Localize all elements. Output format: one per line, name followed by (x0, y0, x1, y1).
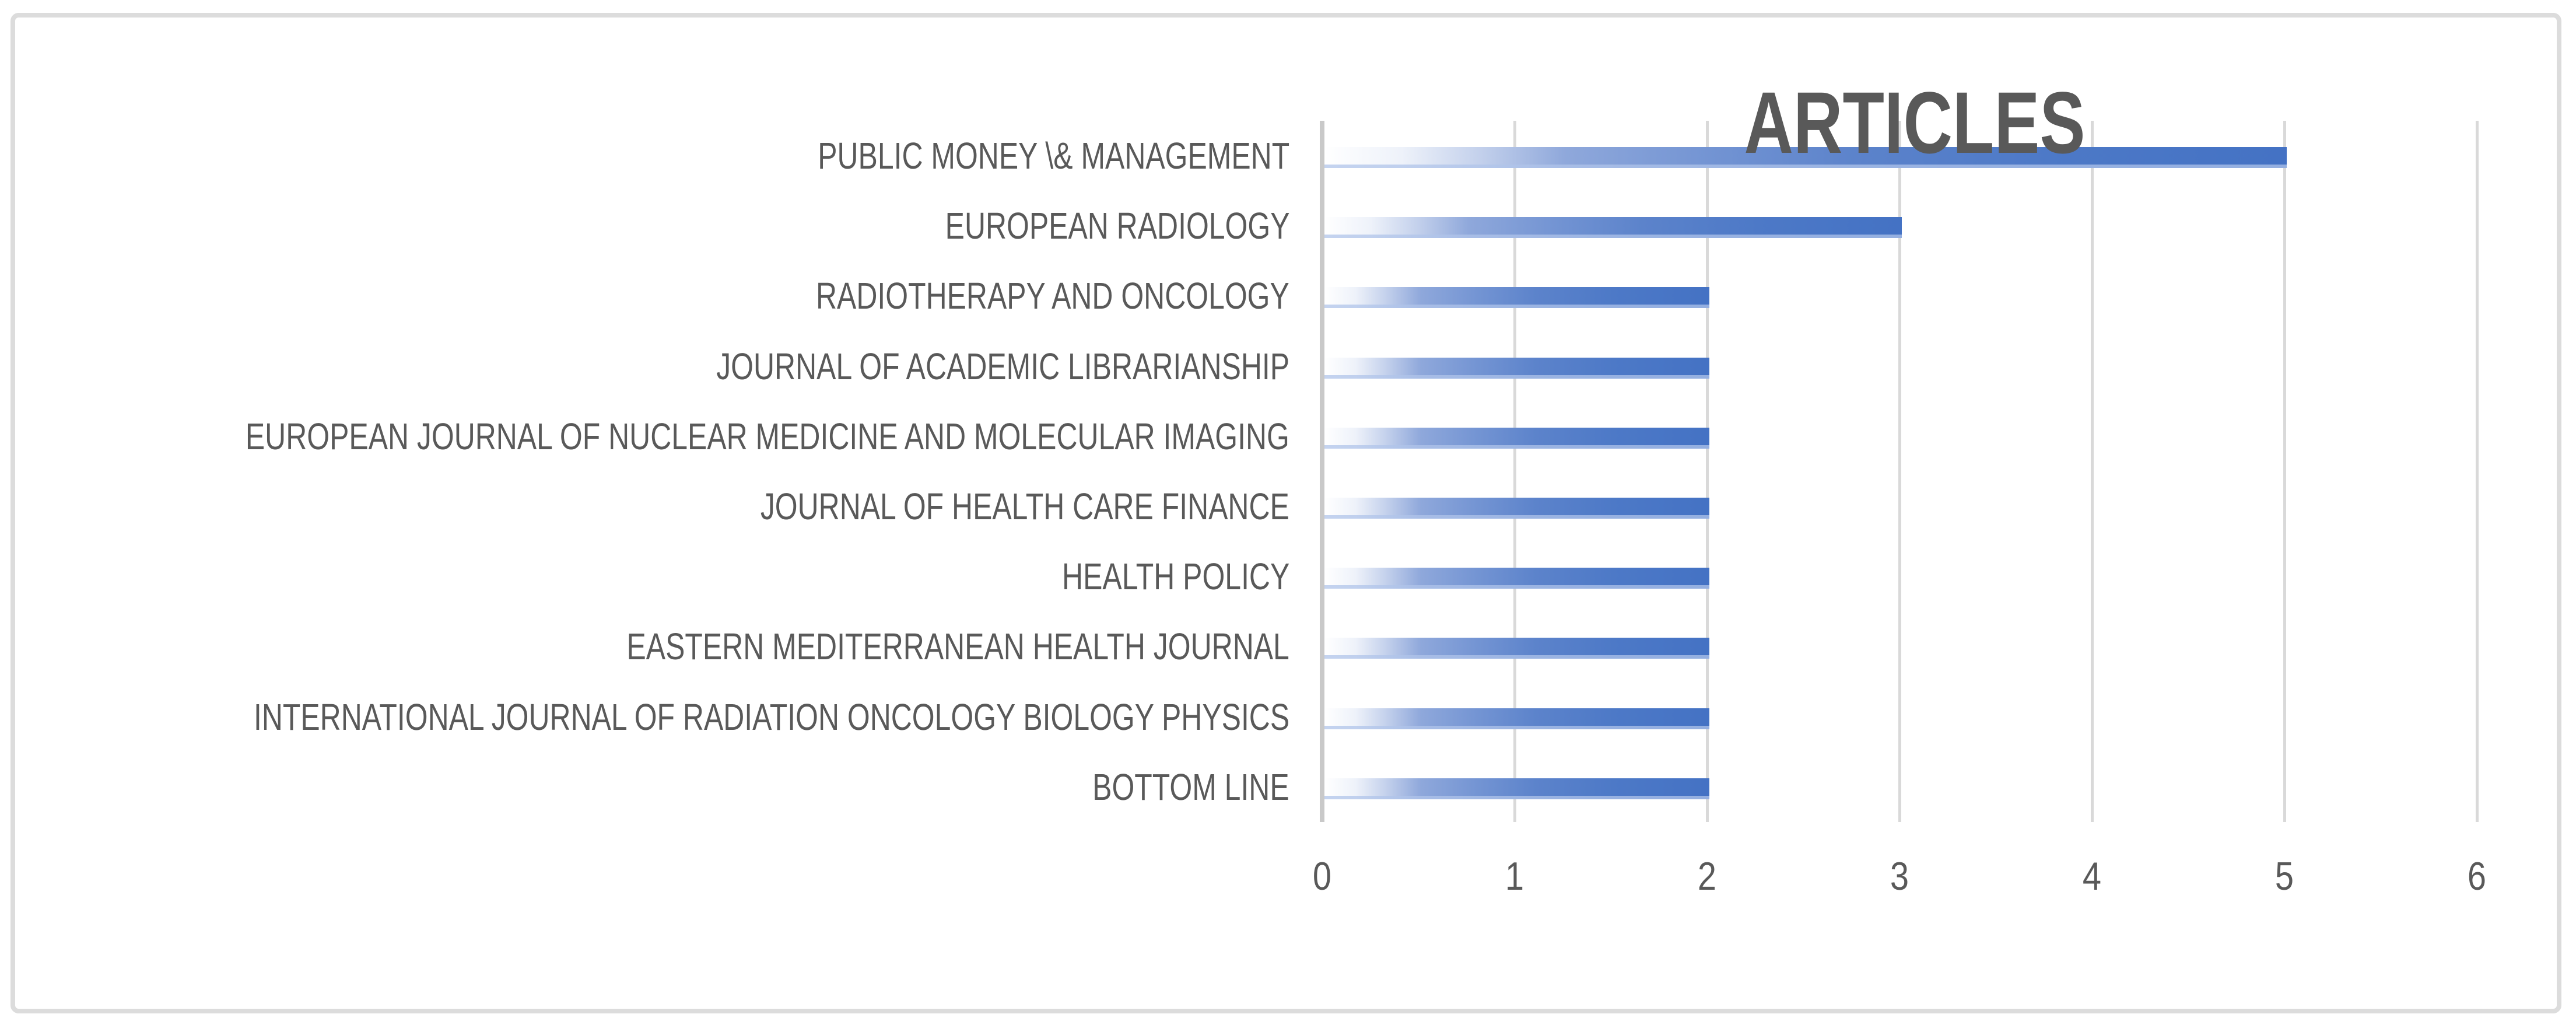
category-label: EUROPEAN RADIOLOGY (945, 205, 1289, 247)
category-label: PUBLIC MONEY \& MANAGEMENT (817, 135, 1289, 177)
category-label: INTERNATIONAL JOURNAL OF RADIATION ONCOL… (253, 695, 1289, 738)
chart-card: ARTICLES (10, 13, 2561, 1013)
category-label: EUROPEAN JOURNAL OF NUCLEAR MEDICINE AND… (245, 415, 1289, 457)
x-tick-label: 2 (1697, 854, 1717, 898)
bar (1324, 708, 1709, 729)
bar (1324, 357, 1709, 379)
gridline (1898, 121, 1901, 822)
category-label: EASTERN MEDITERRANEAN HEALTH JOURNAL (626, 625, 1289, 668)
bar (1324, 287, 1709, 309)
category-label: RADIOTHERAPY AND ONCOLOGY (816, 275, 1289, 317)
value-axis-line (1320, 121, 1324, 822)
x-tick-label: 3 (1890, 854, 1909, 898)
x-tick-label: 1 (1505, 854, 1524, 898)
category-label: JOURNAL OF HEALTH CARE FINANCE (760, 485, 1289, 527)
category-label: HEALTH POLICY (1061, 555, 1289, 598)
gridline (2475, 121, 2479, 822)
gridline (2090, 121, 2094, 822)
bar (1324, 638, 1709, 659)
x-tick-label: 0 (1312, 854, 1332, 898)
bar (1324, 147, 2287, 168)
bar (1324, 217, 1902, 239)
gridline (1513, 121, 1516, 822)
bar (1324, 427, 1709, 449)
chart-title: ARTICLES (1744, 74, 2086, 172)
bar (1324, 778, 1709, 799)
x-tick-label: 5 (2274, 854, 2294, 898)
x-tick-label: 6 (2467, 854, 2487, 898)
category-label: BOTTOM LINE (1092, 765, 1289, 808)
category-label: JOURNAL OF ACADEMIC LIBRARIANSHIP (716, 345, 1289, 387)
bar (1324, 568, 1709, 589)
gridline (2283, 121, 2286, 822)
gridline (1705, 121, 1709, 822)
bar (1324, 498, 1709, 519)
x-tick-label: 4 (2082, 854, 2102, 898)
